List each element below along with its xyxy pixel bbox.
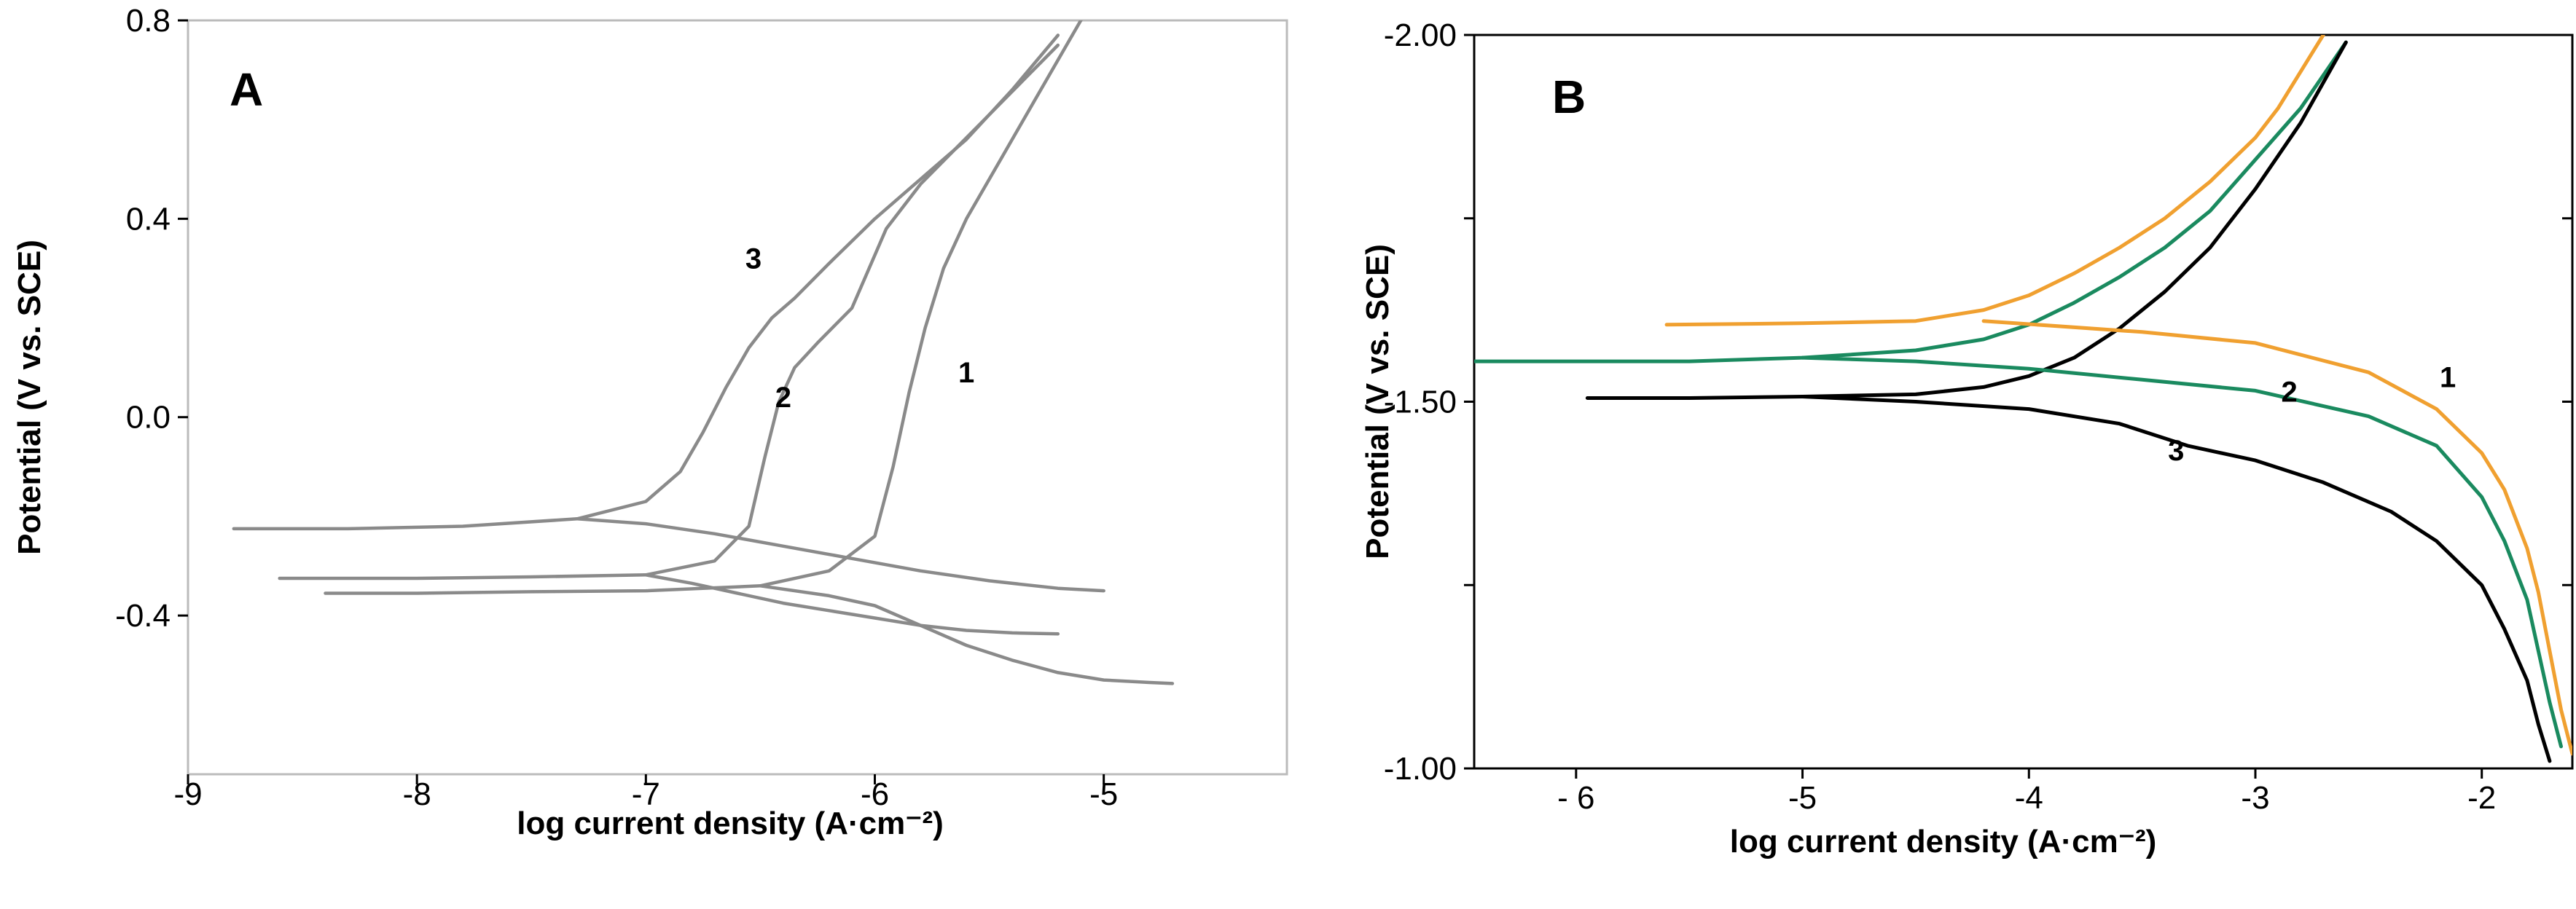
series-line-2 [278,43,1060,581]
series-line-1-cathodic [759,584,1175,685]
x-tick-label: -5 [1089,776,1118,812]
y-tick-label: 0.0 [126,400,171,436]
x-tick-label: -8 [403,776,431,812]
series-line-3 [1585,40,2348,400]
x-tick-label: -6 [861,776,889,812]
series-line-1 [324,20,1083,595]
series-line-3-cathodic [575,517,1105,593]
curve-label-1: 1 [2440,361,2456,393]
panel-label: B [1552,71,1586,123]
x-tick-label: -5 [1788,780,1817,816]
panel-b: - 6 -5 -4 -3 -2 -2.00 -1.50 -1.00 log current de… [1360,17,2574,859]
x-tick-label: -9 [173,776,202,812]
curve-label-3: 3 [745,243,762,275]
x-axis-label: log current density (A·cm⁻²) [517,806,944,841]
series-line-1-cathodic [1981,319,2572,756]
series-line-3-cathodic [1801,395,2552,763]
series-line-2-cathodic [644,573,1060,636]
curve-label-1: 1 [958,357,974,389]
panel-a: -9 -8 -7 -6 -5 -0.4 0.0 0.4 0.8 log current densi… [12,3,1288,841]
x-tick-label: -7 [632,776,660,812]
series-line-2-cathodic [1801,355,2563,749]
x-tick-label: -3 [2241,780,2269,816]
y-tick-label: -0.4 [115,598,171,634]
plot-frame [187,19,1288,776]
x-tick-label: - 6 [1557,780,1594,816]
plot-frame [1473,34,2574,770]
curve-label-2: 2 [2281,377,2297,409]
curve-label-2: 2 [775,382,791,414]
series-line-2 [1474,40,2348,363]
series-line-3 [232,34,1060,531]
panel-label: A [230,63,263,116]
x-axis-label: log current density (A·cm⁻²) [1730,824,2157,859]
y-tick-label: 0.4 [126,201,171,237]
y-axis-label: Potential (V vs. SCE) [1360,244,1395,559]
y-tick-label: -1.00 [1384,751,1457,787]
series-line-1 [1664,35,2325,327]
x-tick-label: -4 [2015,780,2043,816]
y-axis-label: Potential (V vs. SCE) [12,240,47,555]
y-tick-label: -2.00 [1384,17,1457,53]
y-tick-label: -1.50 [1384,385,1457,420]
curve-label-3: 3 [2168,435,2184,467]
x-tick-label: -2 [2467,780,2496,816]
y-tick-label: 0.8 [126,3,171,39]
